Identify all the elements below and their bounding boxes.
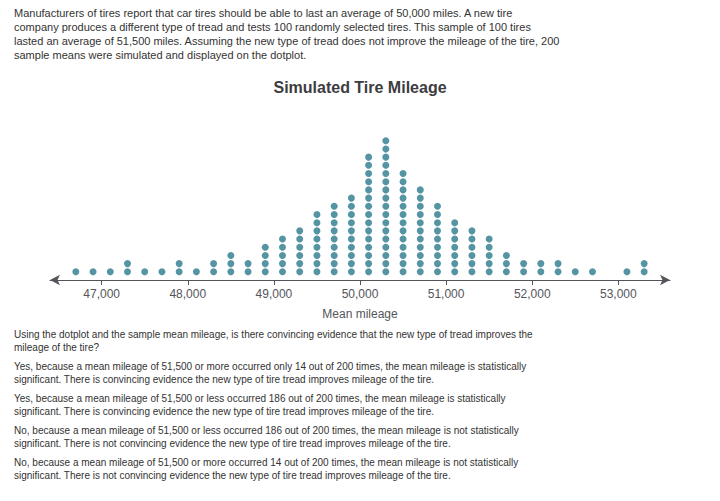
svg-text:significant. There is convinci: significant. There is convincing evidenc… [14,406,434,417]
svg-text:Manufacturers of tires report: Manufacturers of tires report that car t… [14,7,515,19]
svg-text:Mean mileage: Mean mileage [322,307,398,321]
svg-text:49,000: 49,000 [256,287,293,301]
svg-text:48,000: 48,000 [169,287,206,301]
svg-text:Yes, because a mean mileage of: Yes, because a mean mileage of 51,500 or… [14,361,526,372]
svg-text:Yes, because a mean mileage of: Yes, because a mean mileage of 51,500 or… [14,393,506,404]
svg-text:No, because a mean mileage of: No, because a mean mileage of 51,500 or … [14,457,518,468]
svg-text:47,000: 47,000 [83,287,120,301]
svg-text:significant. There is not conv: significant. There is not convincing evi… [14,470,451,481]
svg-text:sample means were simulated an: sample means were simulated and displaye… [14,49,306,61]
svg-text:company produces a different t: company produces a different type of tre… [14,21,534,33]
svg-text:mileage of the tire?: mileage of the tire? [14,342,99,353]
svg-text:significant. There is convinci: significant. There is convincing evidenc… [14,374,434,385]
svg-text:significant. There is not conv: significant. There is not convincing evi… [14,438,451,449]
svg-text:51,000: 51,000 [428,287,465,301]
svg-text:50,000: 50,000 [342,287,379,301]
svg-text:lasted an average of 51,500 mi: lasted an average of 51,500 miles. Assum… [14,35,563,47]
svg-text:52,000: 52,000 [514,287,551,301]
svg-text:Using the dotplot and the samp: Using the dotplot and the sample mean mi… [14,329,533,340]
svg-text:Simulated Tire Mileage: Simulated Tire Mileage [273,79,446,96]
svg-text:53,000: 53,000 [600,287,637,301]
svg-text:No, because a mean mileage of: No, because a mean mileage of 51,500 or … [14,425,519,436]
